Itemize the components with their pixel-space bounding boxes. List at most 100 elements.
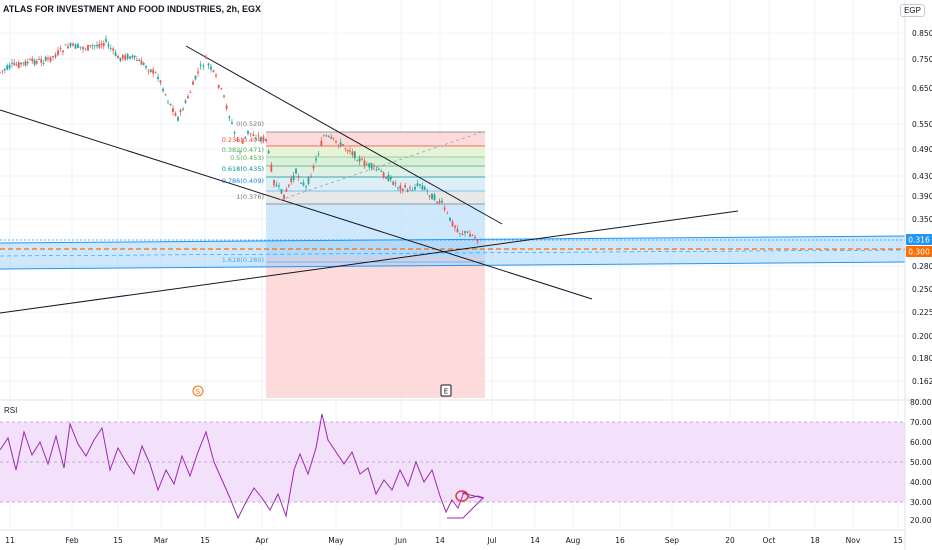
price-tick-label: 0.850 <box>912 29 932 38</box>
candle-body <box>225 105 228 109</box>
candle-body <box>228 116 231 119</box>
candle-body <box>69 43 72 47</box>
fib-retracement[interactable]: 0(0.520)0.236(0.494)0.382(0.471)0.5(0.45… <box>222 120 485 264</box>
candle-body <box>278 185 280 187</box>
candle-body <box>461 233 464 235</box>
candle-body <box>361 159 363 160</box>
time-tick-label: 14 <box>530 536 540 545</box>
time-tick-label: Feb <box>65 536 79 545</box>
candle-body <box>93 45 96 47</box>
candle-body <box>220 88 223 90</box>
candle-body <box>96 44 98 47</box>
candle-body <box>135 59 138 61</box>
candle-body <box>337 145 340 147</box>
rising-trend-line[interactable] <box>0 210 739 314</box>
earnings-marker[interactable] <box>440 384 452 397</box>
candle-body <box>438 200 441 203</box>
earnings-marker-label: E <box>444 388 448 396</box>
candle-body <box>140 60 143 65</box>
time-tick-label: Oct <box>763 536 776 545</box>
candle-body <box>210 66 212 70</box>
fib-level-label: 1.618(0.280) <box>222 256 264 264</box>
time-tick-label: Jul <box>486 536 496 545</box>
fib-diagonal <box>279 130 486 201</box>
dividend-marker[interactable] <box>192 385 204 397</box>
rsi-tick-label: 40.00 <box>910 478 932 487</box>
candle-body <box>189 92 192 93</box>
candle-body <box>54 54 57 58</box>
candle-body <box>255 138 257 140</box>
candle-body <box>3 68 6 71</box>
time-tick-label: Nov <box>846 536 861 545</box>
candle-body <box>349 150 351 152</box>
channel-mid-line <box>0 249 906 257</box>
candle-body <box>98 43 101 48</box>
candle-body <box>280 189 283 194</box>
candle-body <box>320 140 323 147</box>
candle-body <box>29 59 31 61</box>
price-tick-label: 0.490 <box>912 145 932 154</box>
candle-body <box>49 56 52 62</box>
candle-body <box>332 137 335 139</box>
candle-body <box>162 88 164 92</box>
time-tick-label: May <box>328 536 344 545</box>
time-axis[interactable]: 11 Feb 15 Mar 15 Apr May Jun 14 Jul 14 Aug 16 Sep 20 Oc… <box>5 536 903 545</box>
candle-body <box>164 94 167 96</box>
candle-body <box>267 151 270 154</box>
fib-band <box>266 157 485 166</box>
candle-body <box>42 63 45 64</box>
rsi-tick-label: 20.00 <box>910 516 932 525</box>
candle-body <box>207 63 210 66</box>
last-price-tag <box>906 234 932 245</box>
candle-body <box>169 103 172 106</box>
rsi-highlight-ellipse[interactable] <box>455 490 469 502</box>
horizontal-channel[interactable] <box>0 236 905 269</box>
stop-zone[interactable] <box>266 256 485 398</box>
candle-body <box>57 50 59 56</box>
candle-body <box>91 45 94 47</box>
candle-body <box>249 132 252 134</box>
price-tick-label: 0.225 <box>912 308 932 317</box>
rsi-tick-label: 30.00 <box>910 498 932 507</box>
candle-body <box>133 55 136 58</box>
candle-body <box>197 71 199 74</box>
candle-body <box>323 135 325 137</box>
candle-body <box>89 45 92 46</box>
candle-body <box>394 183 397 185</box>
candle-body <box>199 64 202 66</box>
rsi-tick-label: 80.00 <box>910 398 932 407</box>
candle-body <box>312 165 315 169</box>
price-axis[interactable]: 0.850 0.750 0.650 0.550 0.490 0.430 0.390 0.350… <box>912 29 932 386</box>
currency-badge[interactable]: EGP <box>900 4 925 17</box>
candle-body <box>406 189 409 192</box>
candle-body <box>297 176 300 178</box>
upper-trend-line[interactable] <box>185 45 503 225</box>
candle-body <box>252 134 255 137</box>
candle-body <box>239 151 241 153</box>
rsi-axis[interactable]: 80.00 70.00 60.00 50.00 40.00 30.00 20.00 <box>910 398 932 525</box>
candle-body <box>428 195 431 197</box>
candle-body <box>15 64 18 66</box>
rsi-tick-label: 70.00 <box>910 418 932 427</box>
symbol-title[interactable]: ATLAS FOR INVESTMENT AND FOOD INDUSTRIES… <box>3 4 262 14</box>
candle-body <box>441 200 443 203</box>
candle-body <box>187 96 189 99</box>
candle-body <box>64 44 67 46</box>
candle-body <box>325 135 328 137</box>
rsi-indicator-label[interactable]: RSI <box>4 406 18 415</box>
candle-body <box>464 231 466 234</box>
candle-body <box>100 43 103 45</box>
rsi-tick-label: 50.00 <box>910 458 932 467</box>
candle-body <box>215 74 217 77</box>
candle-body <box>307 177 310 185</box>
candle-body <box>389 177 392 180</box>
lower-trend-line[interactable] <box>0 109 593 300</box>
candle-body <box>172 108 174 112</box>
candle-body <box>145 65 147 68</box>
candle-body <box>300 182 302 184</box>
candle-body <box>6 65 9 70</box>
level-tag <box>906 246 932 257</box>
candle-body <box>105 39 107 42</box>
